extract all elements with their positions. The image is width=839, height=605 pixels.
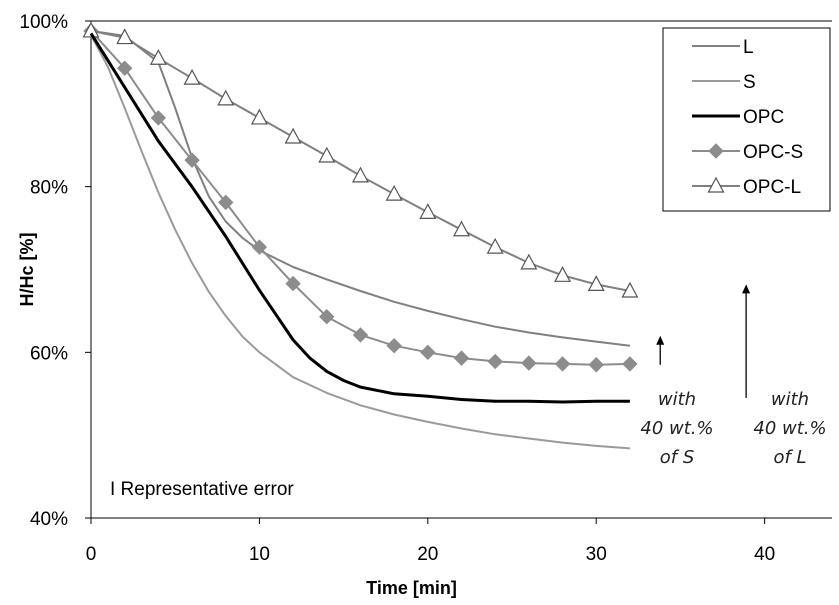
series-line-l [90,29,631,347]
data-point-opc-l [554,266,572,282]
annotation-text-line: 40 wt.% [640,418,713,439]
representative-error-note: I Representative error [110,479,294,500]
data-point-opc-l [149,49,167,65]
series-s [90,34,630,450]
data-point-opc-s [453,350,470,366]
data-point-opc-l [183,68,201,85]
data-point-opc-s [319,309,335,325]
tick-layer: 0 10 20 30 40 40% 60% 80% 100% [19,12,775,565]
series-opc-s [83,23,638,373]
data-point-opc-l [217,89,235,106]
legend-box [662,27,831,212]
data-point-opc-s [352,327,369,343]
y-axis-title: H/Hc [%] [17,232,37,306]
data-point-opc-l [621,281,639,298]
data-point-opc-l [250,108,268,125]
data-point-opc-s [218,194,234,211]
x-tick-label: 10 [249,544,270,565]
legend-label-l: L [743,37,754,58]
data-point-opc-s [285,275,301,292]
annotation-arrow-head [656,335,665,345]
data-point-opc-s [420,344,436,361]
data-point-opc-s [588,357,604,373]
data-point-opc-l [520,253,538,270]
x-tick-label: 30 [586,544,607,565]
data-point-opc-l [452,220,471,237]
annotation-text-line: of L [773,447,806,468]
series-layer [82,21,639,450]
x-tick-label: 0 [86,544,97,565]
data-point-opc-l [385,184,403,201]
annotation-arrow-head [742,284,751,294]
data-point-opc-l [587,275,605,292]
legend: LS OPC OPC-S OPC-L [662,27,831,212]
legend-marker-opc-l [707,176,725,193]
annotation-text-line: 40 wt.% [753,418,826,439]
data-point-opc-l [284,127,302,144]
data-point-opc-l [351,166,369,183]
series-opc-l [82,21,639,298]
x-axis-title: Time [min] [366,578,457,598]
x-tick-label: 40 [754,544,775,565]
data-point-opc-s [184,152,200,168]
data-point-opc-l [116,28,134,45]
series-line-opc [89,32,630,404]
x-tick-label: 20 [417,544,438,565]
legend-marker-opc-s [708,143,724,159]
data-point-opc-s [554,356,571,372]
y-tick-label: 80% [30,178,68,199]
annotation-layer: with 40 wt.% of S with 40 wt.% of L [640,284,827,468]
legend-label-opc-s: OPC-S [743,142,803,163]
data-point-opc-l [486,237,504,254]
data-point-opc-l [419,203,437,219]
data-point-opc-s [386,337,402,354]
data-point-opc-l [82,21,100,38]
annotation-text-line: of S [660,447,695,468]
data-point-opc-s [521,355,537,371]
y-tick-label: 100% [19,12,68,33]
y-tick-label: 60% [30,343,68,364]
series-line-opc-s [90,30,630,366]
plot-area [90,20,832,519]
data-point-opc-s [487,353,503,370]
legend-label-opc-l: OPC-L [743,177,801,198]
data-point-opc-s [622,356,638,372]
data-point-opc-s [150,110,167,126]
legend-label-s: S [743,72,756,93]
series-line-s [90,34,630,450]
series-l [90,29,631,347]
annotation-text-line: with [771,389,809,410]
data-point-opc-l [318,146,336,163]
y-tick-label: 40% [30,509,68,530]
annotation-text-line: with [658,389,696,410]
legend-label-opc: OPC [743,107,784,128]
data-point-opc-s [251,239,268,255]
data-point-opc-s [116,60,133,76]
series-opc [89,32,630,404]
